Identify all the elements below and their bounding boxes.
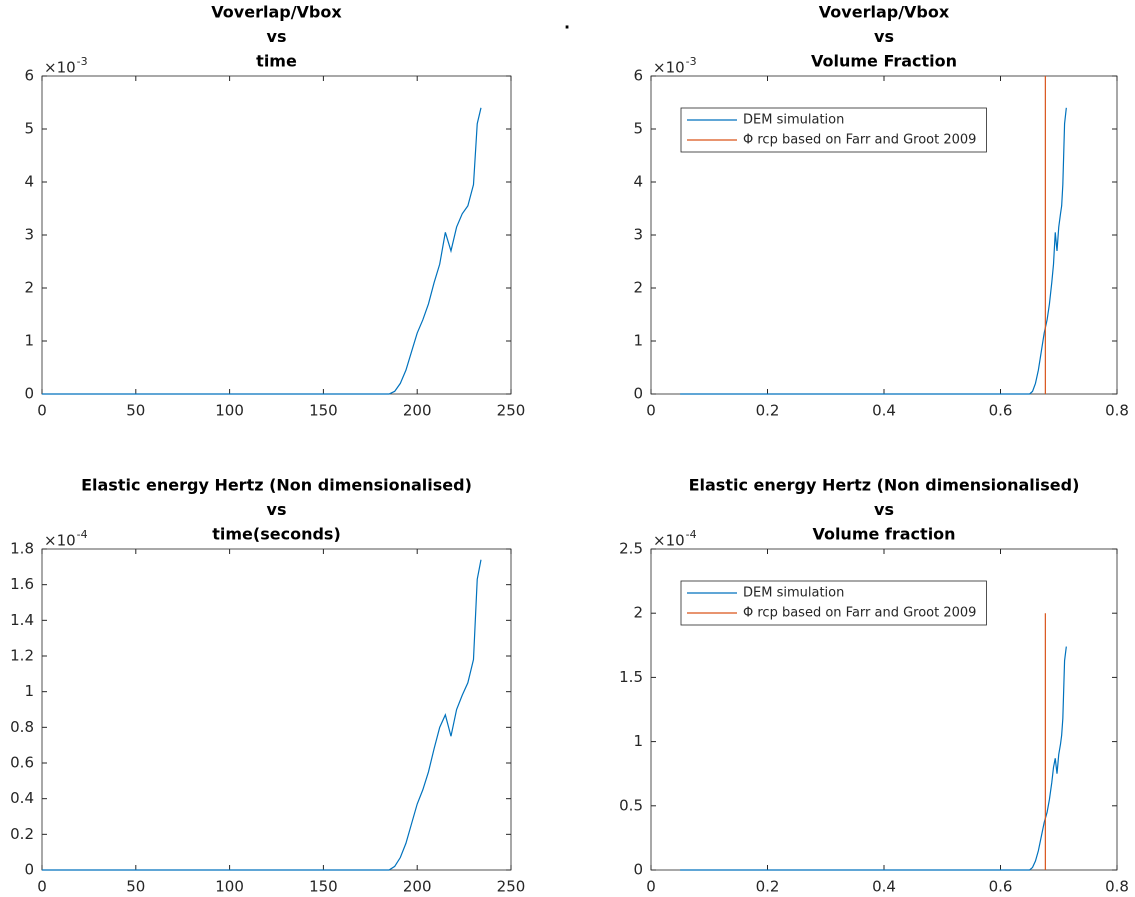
legend-box [680,107,987,153]
x-tick-label: 0.6 [989,402,1013,420]
x-tick-label: 200 [403,878,432,896]
y-tick-label: 2 [633,279,643,297]
x-tick-label: 0.6 [989,878,1013,896]
legend-label: Φ rcp based on Farr and Groot 2009 [743,133,976,148]
y-tick-label: 1 [24,332,34,350]
x-tick-label: 200 [403,402,432,420]
legend-box [680,580,987,626]
chart-title: Voverlap/Vbox [819,3,950,22]
chart-title: vs [874,500,894,519]
y-multiplier-exponent: -4 [77,528,88,541]
y-tick-label: 3 [24,226,34,244]
y-tick-label: 0.6 [10,754,34,772]
x-tick-label: 0 [37,402,47,420]
y-tick-label: 0.2 [10,825,34,843]
data-line [680,107,1067,395]
x-tick-label: 250 [497,878,526,896]
y-tick-label: 0 [24,385,34,403]
x-tick-label: 0 [646,402,656,420]
x-tick-label: 0.2 [756,402,780,420]
y-tick-label: 1 [633,332,643,350]
y-tick-label: 6 [633,67,643,85]
data-line [42,107,482,395]
legend: DEM simulation Φ rcp based on Farr and Gr… [680,580,987,626]
y-tick-label: 1 [633,732,643,750]
y-tick-label: 0 [633,385,643,403]
chart-title: Voverlap/Vbox [211,3,342,22]
data-line [680,646,1067,871]
y-tick-label: 1.4 [10,611,34,629]
y-tick-label: 0 [24,861,34,879]
y-multiplier-exponent: -4 [686,528,697,541]
y-multiplier-exponent: -3 [686,55,697,68]
y-tick-label: 1.8 [10,540,34,558]
y-tick-label: 0 [633,861,643,879]
x-tick-label: 250 [497,402,526,420]
chart-title: vs [267,27,287,46]
y-multiplier: ×10 [44,59,76,77]
y-tick-label: 5 [633,120,643,138]
y-tick-label: 0.4 [10,789,34,807]
y-tick-label: 0.5 [619,796,643,814]
chart-title: vs [874,27,894,46]
legend-label: DEM simulation [743,586,844,601]
y-tick-label: 4 [24,173,34,191]
chart-title: Elastic energy Hertz (Non dimensionalise… [689,476,1080,495]
y-tick-label: 1.5 [619,668,643,686]
y-multiplier-exponent: -3 [77,55,88,68]
legend-label: Φ rcp based on Farr and Groot 2009 [743,606,976,621]
y-tick-label: 2 [633,604,643,622]
y-multiplier: ×10 [653,532,685,550]
x-tick-label: 0.4 [872,402,896,420]
chart-title: Volume Fraction [811,52,957,71]
x-tick-label: 150 [309,402,338,420]
y-multiplier: ×10 [44,532,76,550]
x-tick-label: 0.8 [1105,402,1129,420]
x-tick-label: 0.8 [1105,878,1129,896]
x-tick-label: 0 [37,878,47,896]
y-tick-label: 1.2 [10,647,34,665]
chart-title: time [256,52,297,71]
x-tick-label: 50 [126,402,145,420]
x-tick-label: 100 [215,402,244,420]
x-tick-label: 0.4 [872,878,896,896]
data-line [42,559,482,871]
y-tick-label: 4 [633,173,643,191]
x-tick-label: 50 [126,878,145,896]
y-multiplier: ×10 [653,59,685,77]
x-tick-label: 100 [215,878,244,896]
y-tick-label: 2 [24,279,34,297]
chart-title: Volume fraction [812,525,955,544]
chart-title: Elastic energy Hertz (Non dimensionalise… [81,476,472,495]
x-tick-label: 0 [646,878,656,896]
axes-frame [41,548,512,871]
axes-frame [41,75,512,395]
legend: DEM simulation Φ rcp based on Farr and Gr… [680,107,987,153]
y-tick-label: 6 [24,67,34,85]
x-tick-label: 150 [309,878,338,896]
y-tick-label: 2.5 [619,540,643,558]
chart-title: vs [267,500,287,519]
x-tick-label: 0.2 [756,878,780,896]
y-tick-label: 5 [24,120,34,138]
y-tick-label: 1 [24,682,34,700]
figure-title: . [564,14,570,33]
legend-label: DEM simulation [743,113,844,128]
y-tick-label: 1.6 [10,575,34,593]
y-tick-label: 3 [633,226,643,244]
chart-title: time(seconds) [212,525,341,544]
y-tick-label: 0.8 [10,718,34,736]
